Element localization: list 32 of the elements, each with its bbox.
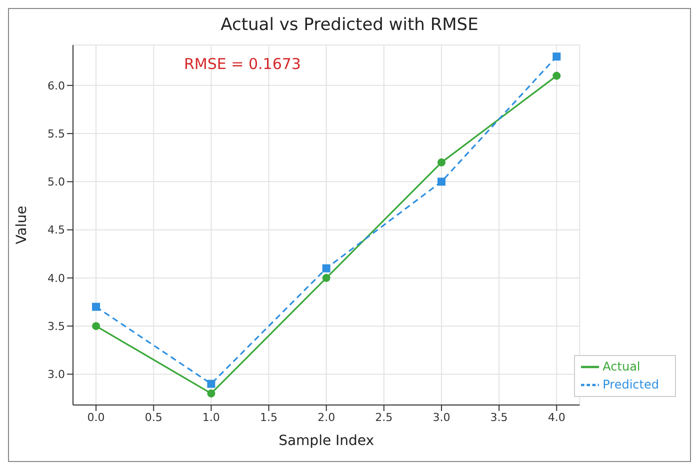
point <box>322 274 330 282</box>
point <box>92 302 100 311</box>
point <box>322 264 330 272</box>
x-tick-label: 4.0 <box>548 410 566 424</box>
x-tick-label: 3.5 <box>490 410 508 424</box>
y-axis-title: Value <box>14 206 30 244</box>
y-tick-label: 4.5 <box>48 224 65 237</box>
chart-title: Actual vs Predicted with RMSE <box>220 15 480 35</box>
point <box>207 389 216 398</box>
annotation: RMSE = 0.1673 <box>184 55 301 73</box>
x-tick-label: 0.0 <box>87 410 105 424</box>
y-tick-label: 4.0 <box>48 272 65 285</box>
x-tick-label: 0.5 <box>144 410 162 424</box>
x-tick-label: 1.5 <box>260 410 278 424</box>
y-tick-label: 5.5 <box>48 127 65 140</box>
x-tick-label: 1.0 <box>202 410 220 424</box>
legend-label: Predicted <box>602 377 659 392</box>
y-tick-label: 5.0 <box>48 176 65 189</box>
point <box>552 52 561 61</box>
point <box>437 178 446 186</box>
x-axis-title: Sample Index <box>278 433 374 449</box>
y-tick-label: 6.0 <box>48 79 65 92</box>
x-tick-label: 2.0 <box>318 410 336 424</box>
y-tick-label: 3.5 <box>48 320 65 333</box>
y-tick-label: 3.0 <box>48 368 65 382</box>
point <box>552 72 561 80</box>
point <box>437 158 446 166</box>
point <box>207 380 216 388</box>
x-tick-label: 3.0 <box>432 410 450 424</box>
legend-label: Actual <box>602 359 640 374</box>
x-tick-label: 2.5 <box>375 410 393 424</box>
point <box>92 322 100 330</box>
